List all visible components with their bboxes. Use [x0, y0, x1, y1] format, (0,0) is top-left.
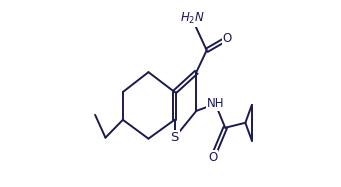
Text: O: O [208, 151, 217, 164]
Text: $H_2N$: $H_2N$ [180, 11, 205, 26]
Text: S: S [170, 131, 179, 144]
Text: NH: NH [207, 97, 224, 110]
Text: O: O [223, 32, 232, 45]
